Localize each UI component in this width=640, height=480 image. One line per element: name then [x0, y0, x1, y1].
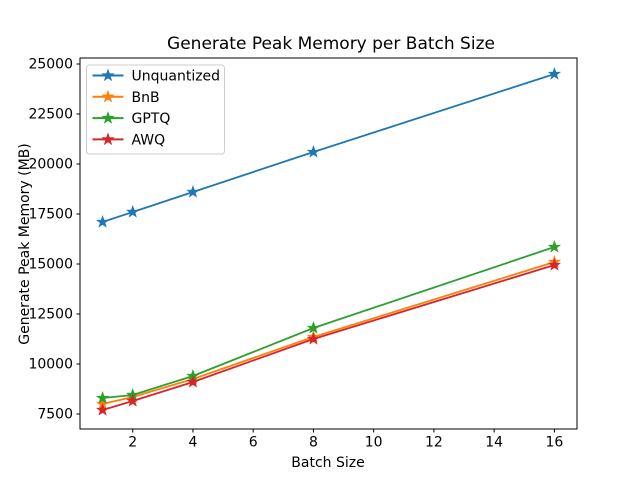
x-tick-label: 2	[128, 435, 137, 451]
y-tick-label: 17500	[28, 207, 73, 223]
plot-border	[79, 57, 578, 430]
plot-area: 2 4 6 8 10 12 14 16 7500 10000 12500 15000 17500 2000…	[28, 57, 578, 451]
y-tick-label: 15000	[28, 257, 73, 273]
x-tick-label: 6	[249, 435, 258, 451]
legend-frame	[86, 64, 225, 155]
marker-star-gptq	[95, 390, 110, 404]
legend-star-marker	[101, 132, 115, 146]
y-tick-label: 7500	[37, 407, 73, 423]
marker-star-awq	[126, 393, 140, 407]
marker-star-unquantized	[126, 204, 140, 218]
legend-label: AWQ	[132, 132, 166, 148]
legend-label: Unquantized	[132, 69, 221, 85]
y-tick-label: 10000	[28, 357, 73, 373]
marker-star-awq	[547, 257, 562, 271]
y-axis-label: Generate Peak Memory (MB)	[17, 143, 33, 345]
y-tick-label: 12500	[28, 307, 73, 323]
marker-star-awq	[186, 374, 200, 388]
legend-star-marker	[101, 111, 115, 124]
marker-star-unquantized	[186, 184, 200, 198]
marker-star-awq	[306, 331, 321, 345]
legend-label: GPTQ	[132, 111, 171, 127]
marker-star-unquantized	[547, 66, 562, 80]
legend-item-awq: AWQ	[92, 132, 166, 148]
legend-label: BnB	[132, 90, 160, 106]
legend-star-marker	[101, 89, 115, 103]
x-axis-label: Batch Size	[291, 455, 364, 471]
legend-item-unquantized: Unquantized	[92, 68, 221, 85]
series-line-gptq	[101, 246, 556, 399]
x-tick-label: 14	[485, 435, 503, 451]
x-tick-label: 4	[188, 435, 197, 451]
marker-star-unquantized	[306, 144, 321, 158]
y-tick-label: 25000	[28, 57, 73, 73]
marker-star-unquantized	[95, 214, 110, 228]
chart-title: Generate Peak Memory per Batch Size	[167, 34, 495, 54]
y-tick-label: 20000	[28, 157, 73, 173]
legend-item-gptq: GPTQ	[92, 111, 171, 127]
series-line-awq	[101, 264, 556, 411]
x-tick-label: 8	[309, 435, 318, 451]
x-tick-label: 12	[425, 435, 443, 451]
legend-item-bnb: BnB	[92, 89, 160, 106]
legend-star-marker	[101, 68, 115, 82]
marker-star-gptq	[306, 320, 321, 334]
marker-star-gptq	[547, 239, 562, 253]
x-tick-label: 16	[545, 435, 563, 451]
y-tick-label: 22500	[28, 107, 73, 123]
marker-star-awq	[95, 402, 110, 416]
legend: Unquantized BnB GPTQ AWQ	[86, 64, 225, 155]
x-tick-label: 10	[365, 435, 383, 451]
